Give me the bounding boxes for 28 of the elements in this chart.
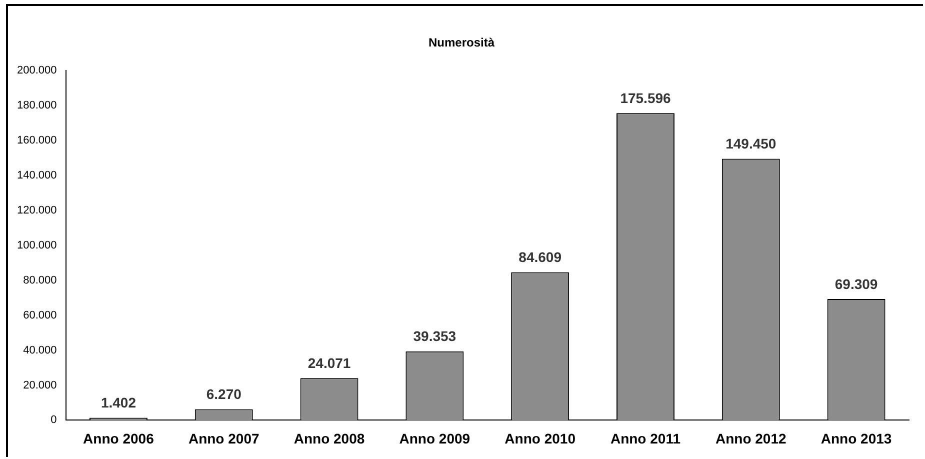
y-tick-label: 200.000 xyxy=(16,64,57,76)
y-tick-label: 80.000 xyxy=(23,274,57,286)
x-tick-label: Anno 2011 xyxy=(610,430,681,446)
x-tick-label: Anno 2013 xyxy=(820,430,892,446)
data-label: 69.309 xyxy=(834,276,878,292)
data-label: 175.596 xyxy=(620,90,672,106)
y-tick-label: 100.000 xyxy=(16,239,57,252)
data-label: 149.450 xyxy=(726,136,776,152)
y-tick-label: 20.000 xyxy=(23,379,57,392)
x-tick-label: Anno 2007 xyxy=(188,430,260,446)
y-tick-label: 40.000 xyxy=(23,344,57,356)
data-label: 39.353 xyxy=(413,328,456,344)
x-tick-label: Anno 2010 xyxy=(504,430,576,446)
x-tick-label: Anno 2009 xyxy=(399,430,470,446)
data-label: 24.071 xyxy=(308,354,351,371)
y-tick-label: 160.000 xyxy=(16,134,57,146)
data-label: 6.270 xyxy=(206,386,242,402)
x-tick-label: Anno 2012 xyxy=(715,430,786,446)
y-tick-label: 60.000 xyxy=(23,309,57,322)
x-tick-label: Anno 2008 xyxy=(294,430,365,446)
chart-title: Numerosità xyxy=(428,36,495,50)
x-tick-label: Anno 2006 xyxy=(83,430,154,446)
data-label: 1.402 xyxy=(100,394,136,411)
y-tick-label: 0 xyxy=(50,414,57,426)
data-label: 84.609 xyxy=(518,249,562,266)
y-tick-label: 120.000 xyxy=(16,204,57,216)
y-tick-label: 180.000 xyxy=(16,99,57,112)
y-tick-label: 140.000 xyxy=(16,169,57,182)
